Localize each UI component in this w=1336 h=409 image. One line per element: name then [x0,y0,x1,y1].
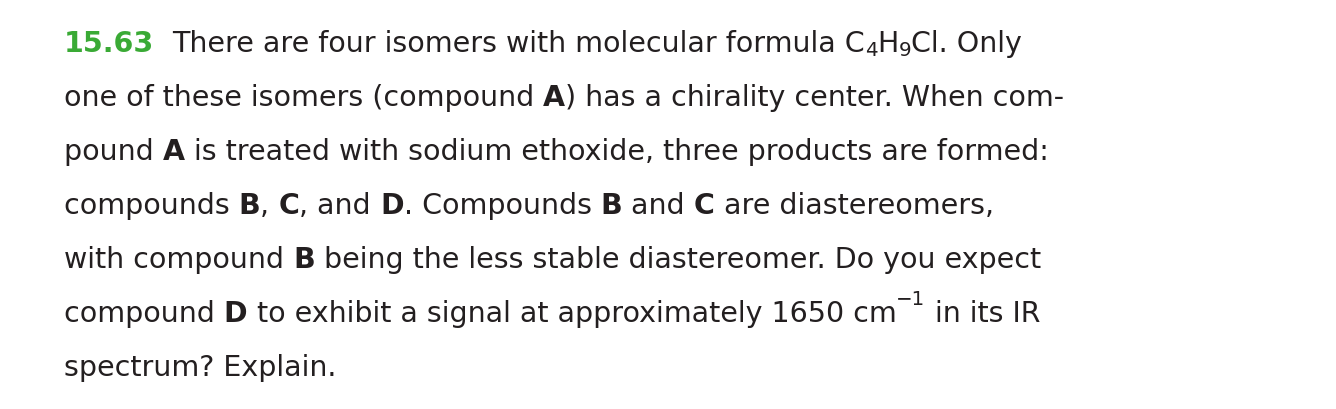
Text: 4: 4 [864,41,878,60]
Text: H: H [878,30,899,58]
Text: C: C [693,191,715,220]
Text: is treated with sodium ethoxide, three products are formed:: is treated with sodium ethoxide, three p… [184,138,1049,166]
Text: D: D [224,299,247,327]
Text: . Compounds: . Compounds [403,191,601,220]
Text: being the less stable diastereomer. Do you expect: being the less stable diastereomer. Do y… [315,245,1041,273]
Text: are diastereomers,: are diastereomers, [715,191,994,220]
Text: B: B [293,245,315,273]
Text: ) has a chirality center. When com-: ) has a chirality center. When com- [565,84,1065,112]
Text: 9: 9 [899,41,911,60]
Text: B: B [239,191,261,220]
Text: ,: , [261,191,278,220]
Text: , and: , and [299,191,379,220]
Text: C: C [278,191,299,220]
Text: pound: pound [64,138,163,166]
Text: one of these isomers (compound: one of these isomers (compound [64,84,544,112]
Text: to exhibit a signal at approximately 1650 cm: to exhibit a signal at approximately 165… [247,299,896,327]
Text: D: D [379,191,403,220]
Text: with compound: with compound [64,245,293,273]
Text: compound: compound [64,299,224,327]
Text: spectrum? Explain.: spectrum? Explain. [64,353,337,381]
Text: A: A [163,138,184,166]
Text: in its IR: in its IR [926,299,1039,327]
Text: 15.63: 15.63 [64,30,154,58]
Text: −1: −1 [896,289,926,308]
Text: A: A [544,84,565,112]
Text: compounds: compounds [64,191,239,220]
Text: There are four isomers with molecular formula C: There are four isomers with molecular fo… [172,30,864,58]
Text: and: and [623,191,693,220]
Text: B: B [601,191,623,220]
Text: Cl. Only: Cl. Only [911,30,1022,58]
